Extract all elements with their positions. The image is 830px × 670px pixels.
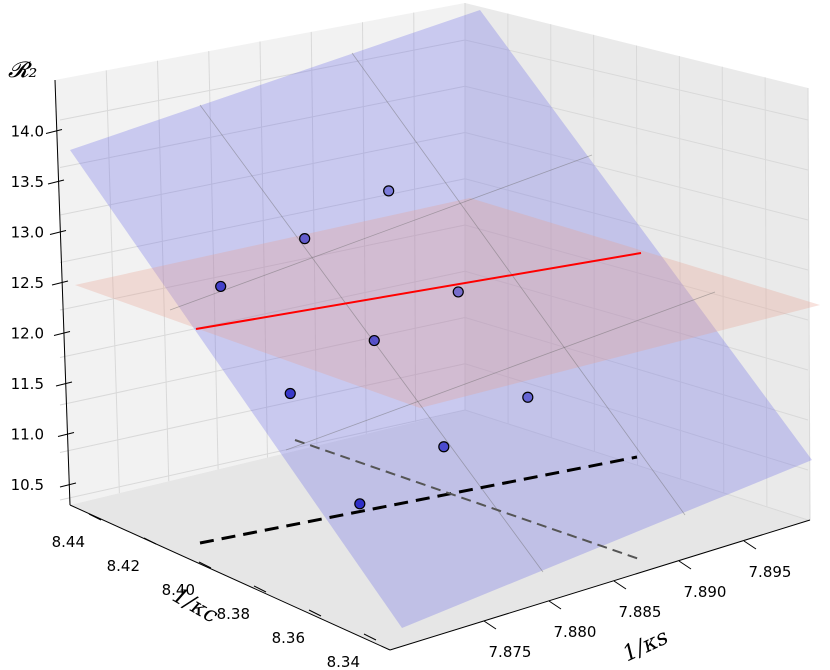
y-tick-label: 8.42 — [107, 557, 140, 575]
x-axis-label: 1/κs — [619, 625, 672, 668]
data-point — [215, 280, 227, 293]
z-tick-label: 13.5 — [11, 173, 44, 191]
projection-line-gray — [294, 439, 643, 561]
x-tick-label: 7.895 — [749, 563, 792, 581]
y-tick-label: 8.36 — [272, 629, 305, 647]
back-pane-left — [55, 3, 465, 505]
y-tick — [143, 537, 157, 545]
y-tick — [253, 585, 267, 593]
z-tick — [47, 179, 65, 185]
fitted-plane — [70, 10, 812, 628]
z-tick-label: 11.0 — [11, 426, 44, 444]
z-tick-label: 12.0 — [11, 325, 44, 343]
data-point — [522, 391, 534, 403]
z-tick — [57, 432, 75, 437]
data-points — [215, 185, 534, 510]
z-tick-label: 10.5 — [11, 476, 44, 494]
z-tick-label: 12.5 — [11, 274, 44, 292]
y-tick — [88, 513, 102, 521]
data-point — [354, 498, 366, 510]
data-point — [368, 334, 380, 347]
x-tick-label: 7.880 — [554, 623, 597, 641]
z-tick — [51, 280, 69, 286]
data-point — [299, 233, 311, 245]
x-tick-label: 7.885 — [619, 603, 662, 621]
y-axis-line — [69, 504, 391, 651]
x-tick-label: 7.890 — [684, 583, 727, 601]
x-tick — [613, 580, 627, 590]
z-tick — [45, 129, 63, 134]
x-tick — [483, 620, 497, 630]
z-tick-label: 13.0 — [11, 224, 44, 242]
y-tick-label: 8.38 — [217, 605, 250, 623]
reference-plane — [75, 198, 820, 408]
y-tick — [363, 633, 377, 641]
x-axis-line — [389, 519, 811, 651]
axes: 10.5 11.0 11.5 12.0 12.5 13.0 13.5 14.0 8.44 8.42… — [11, 79, 811, 670]
floor-pane — [70, 410, 810, 650]
z-tick-label: 14.0 — [11, 123, 44, 141]
y-tick-label: 8.40 — [162, 581, 195, 599]
y-tick-label: 8.44 — [52, 533, 85, 551]
data-point — [452, 286, 464, 298]
z-tick — [59, 482, 77, 488]
z-axis-label: 𝓡₂ — [8, 58, 37, 83]
y-tick-label: 8.34 — [327, 653, 360, 670]
x-tick — [678, 560, 692, 570]
z-tick — [55, 381, 73, 387]
projection-line-black — [199, 455, 638, 545]
y-tick — [198, 561, 212, 569]
data-point — [284, 387, 296, 400]
y-tick — [308, 609, 322, 617]
z-tick — [53, 331, 71, 336]
z-tick — [49, 230, 67, 235]
x-tick-label: 7.875 — [489, 643, 532, 661]
z-tick-label: 11.5 — [11, 375, 44, 393]
x-tick — [743, 540, 757, 550]
data-point — [438, 441, 450, 453]
x-tick — [548, 600, 562, 610]
data-point — [383, 185, 395, 197]
intersection-line — [195, 252, 642, 330]
